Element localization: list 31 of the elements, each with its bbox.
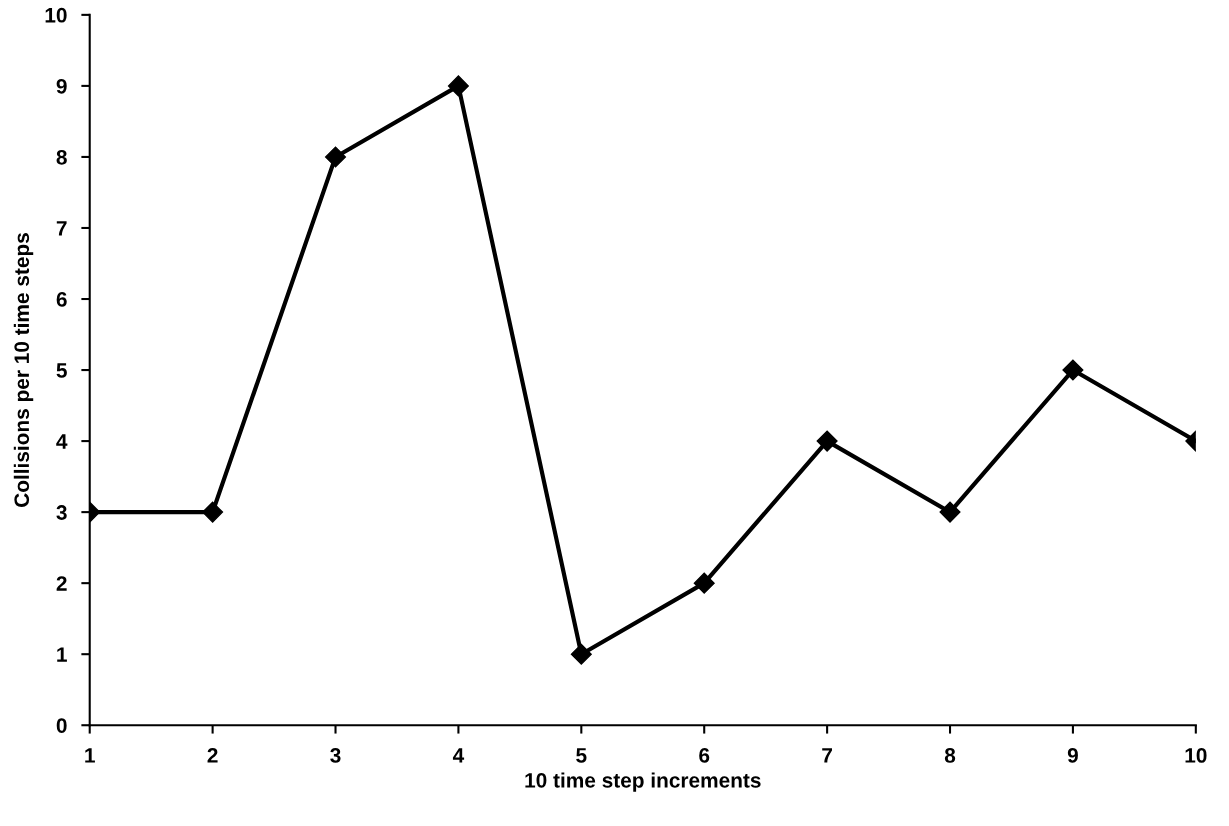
y-tick-label: 9 [56,78,67,94]
y-tick-label: 3 [56,505,67,520]
x-tick-label: 6 [699,748,710,763]
y-tick-label: 6 [56,292,67,307]
x-tick-label: 5 [576,748,587,763]
y-tick-label: 10 [45,7,67,23]
point [202,501,224,523]
y-tick-label: 0 [56,718,67,733]
y-tick-label: 1 [57,647,67,662]
y-tick-label: 4 [56,434,68,449]
x-tick-label: 4 [452,748,465,763]
point [1062,359,1084,381]
y-tick-label: 5 [56,363,67,378]
x-tick-label: 8 [944,748,956,763]
point [816,430,838,452]
x-tick-label: 7 [822,748,832,763]
y-tick-label: 2 [56,576,67,591]
x-tick-label: 2 [207,748,218,763]
y-tick-label: 7 [56,221,67,236]
x-tick-label: 3 [330,748,341,763]
x-axis-title: 10 time step increments [525,772,761,792]
x-tick-label: 1 [85,748,95,763]
point [939,501,961,523]
x-tick-label: 10 [1185,748,1207,763]
x-tick-label: 9 [1067,748,1078,763]
point [693,572,715,594]
point [447,75,469,97]
point [570,643,592,665]
y-tick-label: 8 [56,149,67,165]
point [325,146,347,168]
y-axis-title: Collisions per 10 time steps [13,233,34,507]
